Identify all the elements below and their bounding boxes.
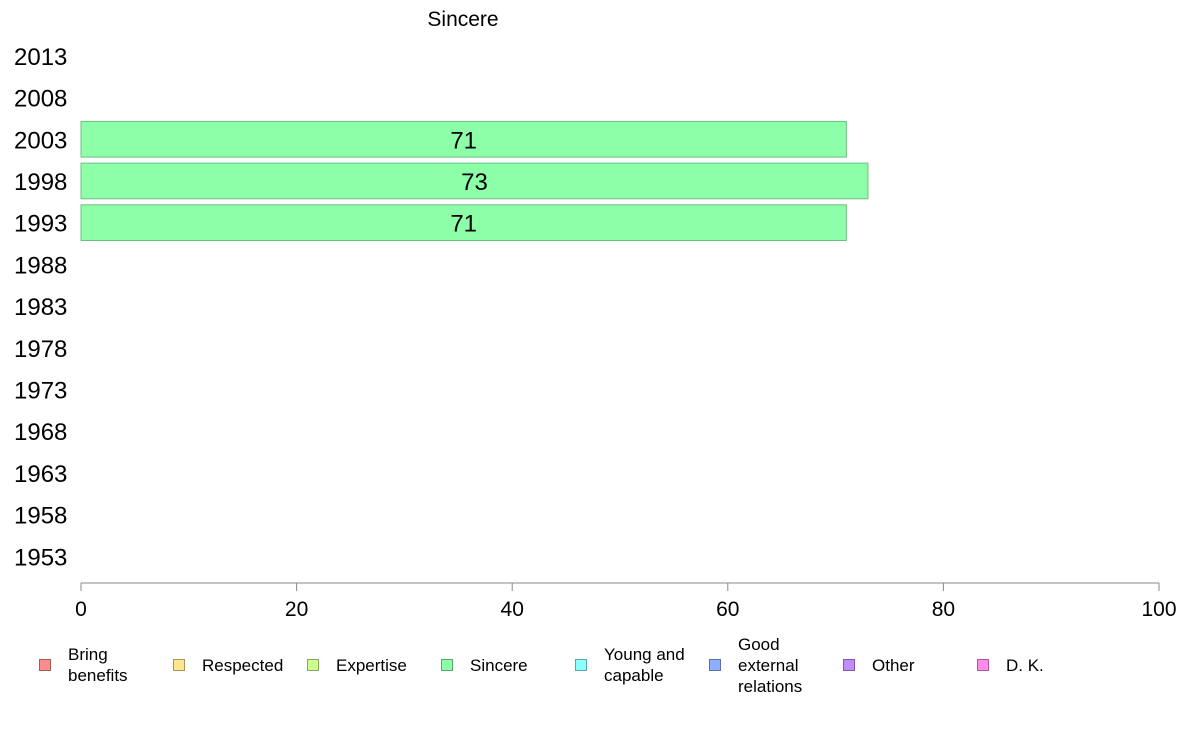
- legend-item: Good external relations: [709, 630, 838, 700]
- legend-label: Expertise: [336, 655, 407, 675]
- legend-swatch: [173, 659, 185, 671]
- legend-label: Respected: [202, 655, 284, 675]
- y-tick-label: 1953: [14, 544, 67, 571]
- bar-value-label: 71: [450, 127, 477, 154]
- bar: [80, 162, 869, 200]
- legend-swatch: [709, 659, 721, 671]
- legend-item: Young and capable: [575, 630, 704, 700]
- legend-item: Bring benefits: [39, 630, 168, 700]
- legend-item: Other: [843, 630, 972, 700]
- bars-group: 71 73 71: [80, 120, 869, 242]
- x-tick-label: 40: [501, 598, 524, 621]
- x-tick-label: 100: [1141, 598, 1176, 621]
- legend-label: Young and capable: [604, 645, 685, 685]
- bar-value-label: 73: [461, 169, 488, 196]
- y-tick-label: 1968: [14, 419, 67, 446]
- y-tick-label: 2003: [14, 127, 67, 154]
- y-tick-label: 1958: [14, 503, 67, 530]
- legend-item: Expertise: [307, 630, 436, 700]
- legend-swatch: [843, 659, 855, 671]
- legend-swatch: [307, 659, 319, 671]
- legend-swatch: [977, 659, 989, 671]
- legend-item: Sincere: [441, 630, 570, 700]
- bar: [80, 204, 847, 242]
- bar: [80, 120, 847, 158]
- y-tick-label: 1973: [14, 377, 67, 404]
- legend-item: Respected: [173, 630, 302, 700]
- chart-title: Sincere: [427, 8, 498, 31]
- legend-item: D. K.: [977, 630, 1106, 700]
- legend-label: D. K.: [1006, 655, 1044, 675]
- x-axis: 0 20 40 60 80 100: [75, 582, 1177, 621]
- legend-label: Sincere: [470, 655, 528, 675]
- y-tick-label: 1993: [14, 211, 67, 238]
- legend-label: Good external relations: [738, 634, 803, 696]
- y-tick-label: 2008: [14, 86, 67, 113]
- y-tick-label: 1998: [14, 169, 67, 196]
- legend-swatch: [39, 659, 51, 671]
- x-tick-label: 0: [75, 598, 87, 621]
- legend-label: Other: [872, 655, 915, 675]
- legend-label: Bring benefits: [68, 645, 128, 685]
- y-tick-label: 1963: [14, 461, 67, 488]
- x-tick-label: 80: [932, 598, 955, 621]
- y-tick-label: 1978: [14, 336, 67, 363]
- x-tick-label: 20: [285, 598, 308, 621]
- y-tick-label: 1988: [14, 252, 67, 279]
- y-axis-ticks: 2013 2008 2003 1998 1993 1988 1983 1978 1973 1968…: [14, 44, 67, 571]
- x-tick-label: 60: [716, 598, 739, 621]
- bar-value-label: 71: [450, 211, 477, 238]
- y-tick-label: 2013: [14, 44, 67, 71]
- y-tick-label: 1983: [14, 294, 67, 321]
- legend: Bring benefits Respected Expertise Sincere Y…: [0, 630, 1188, 700]
- legend-swatch: [441, 659, 453, 671]
- legend-swatch: [575, 659, 587, 671]
